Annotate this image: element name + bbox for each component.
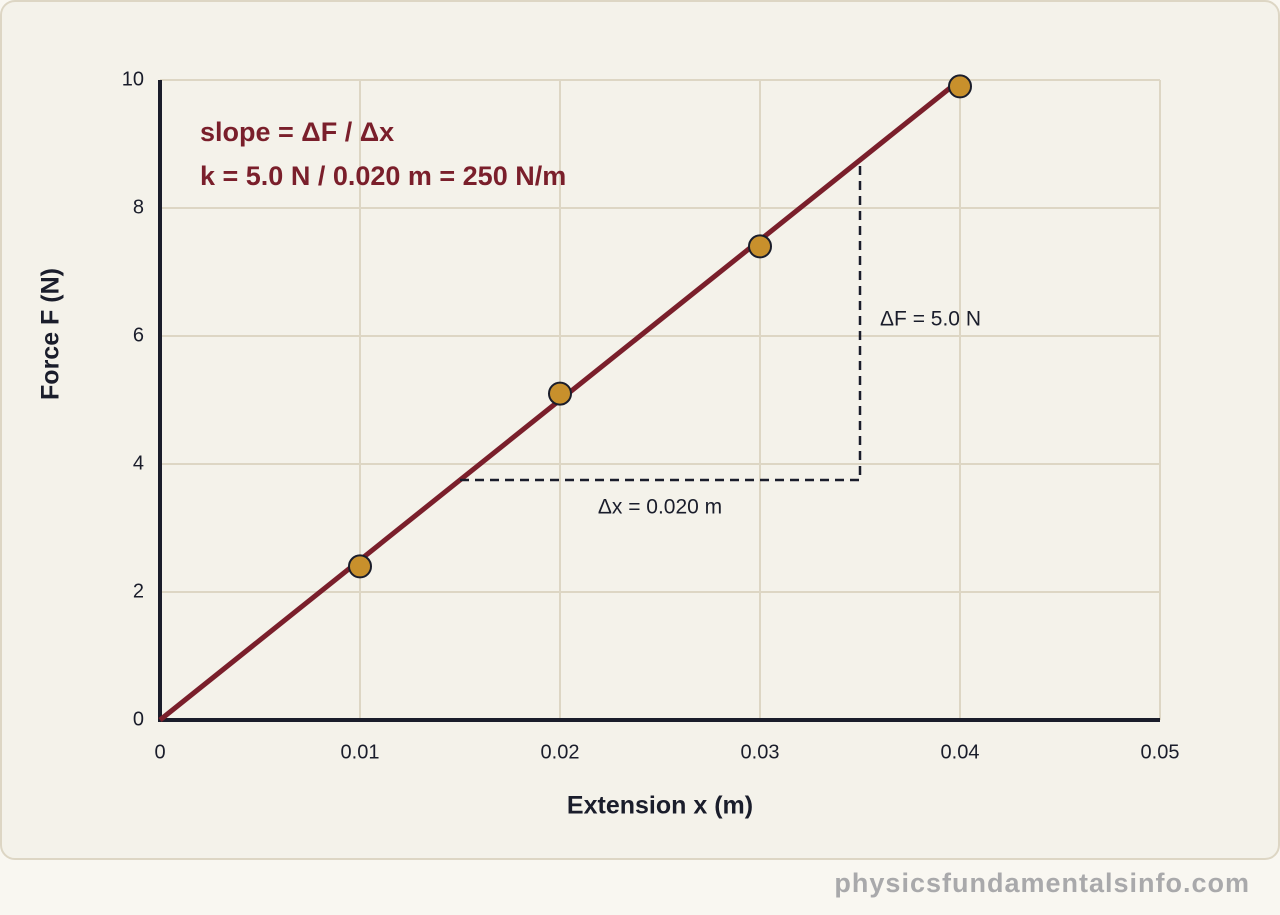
data-point [348, 554, 372, 579]
data-point [748, 234, 772, 259]
card [0, 0, 1280, 860]
y-tick-label: 8 [133, 196, 144, 218]
y-axis-label: Force F (N) [37, 268, 65, 400]
annotation: k = 5.0 N / 0.020 m = 250 N/m [200, 161, 566, 191]
y-tick-label: 2 [133, 580, 144, 602]
annotation: slope = ΔF / Δx [200, 117, 394, 147]
y-tick-label: 0 [133, 708, 144, 730]
x-tick-label: 0.05 [1141, 741, 1180, 763]
x-tick-label: 0 [154, 741, 165, 763]
data-point [948, 74, 972, 99]
footer: physicsfundamentalsinfo.com [834, 868, 1250, 898]
x-tick-label: 0.03 [741, 741, 780, 763]
data-point [548, 381, 572, 406]
grid: 0 0.01 0.02 0.03 0.04 0.05 0 2 4 6 8 10 [122, 68, 1180, 763]
x-tick-label: 0.02 [541, 741, 580, 763]
y-tick-label: 10 [122, 68, 144, 90]
x-axis-label: Extension x (m) [567, 792, 753, 820]
y-tick-label: 6 [133, 324, 144, 346]
x-tick-label: 0.01 [341, 741, 380, 763]
x-tick-label: 0.04 [941, 741, 980, 763]
annotation: Δx = 0.020 m [598, 496, 722, 519]
y-tick-label: 4 [133, 452, 144, 474]
annotation: ΔF = 5.0 N [880, 308, 981, 331]
marks [158, 74, 972, 722]
